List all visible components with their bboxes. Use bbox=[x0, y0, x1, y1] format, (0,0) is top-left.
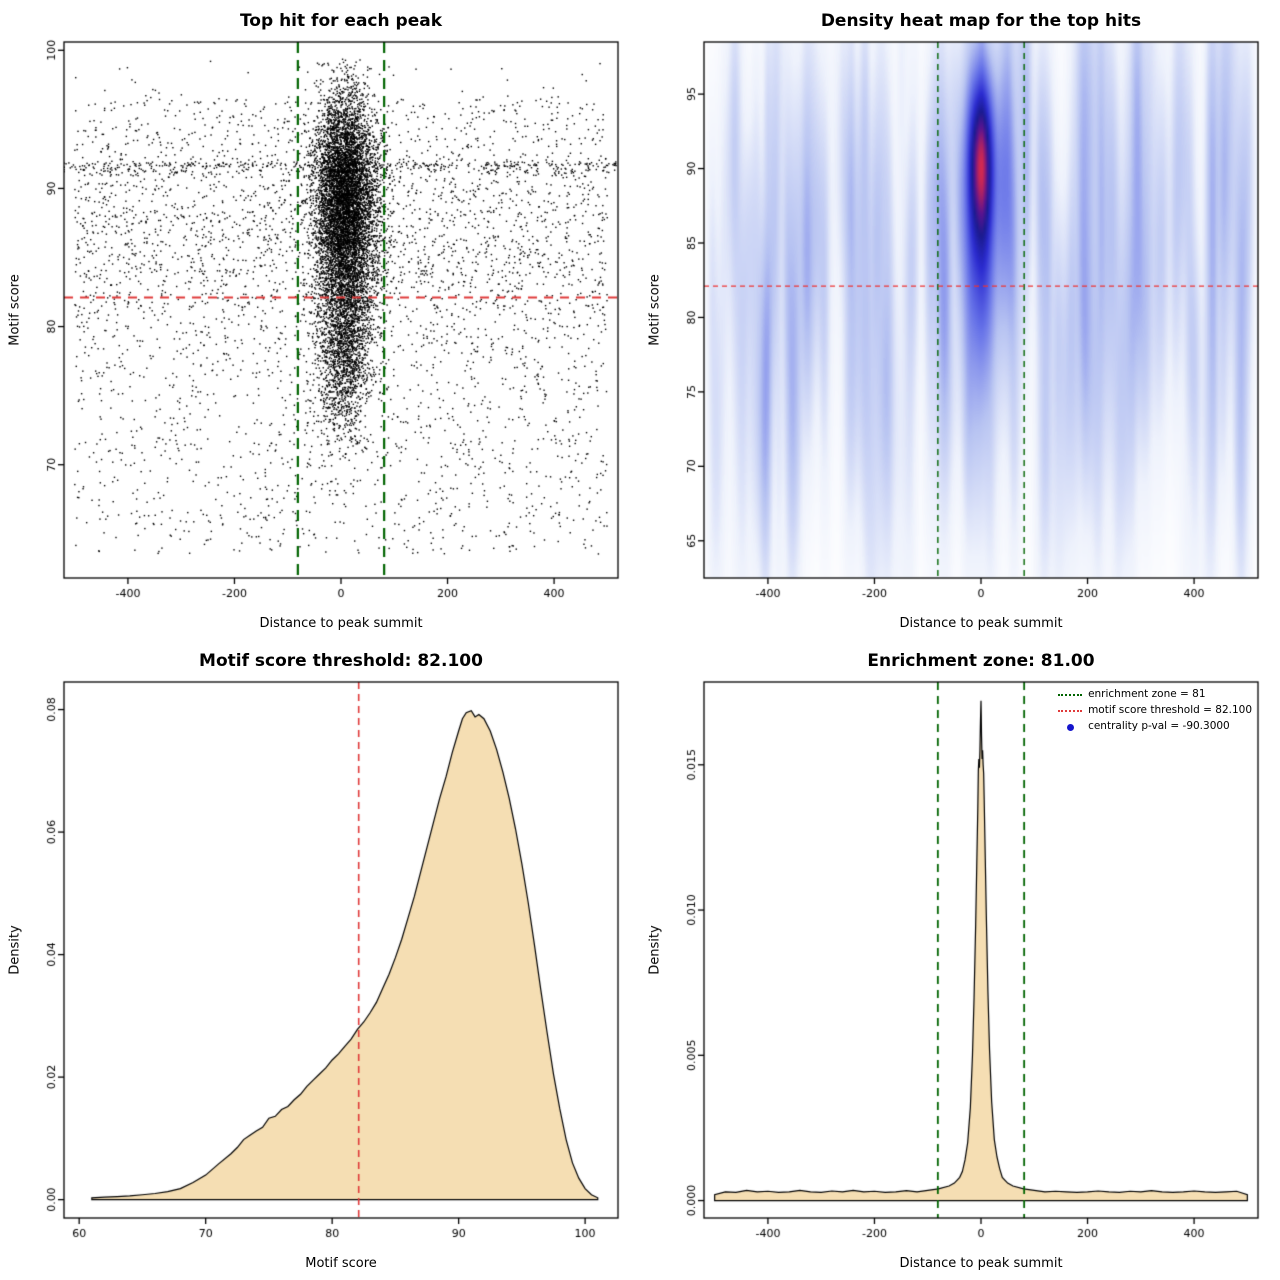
chart-title: Top hit for each peak bbox=[239, 11, 443, 31]
x-axis-label: Distance to peak summit bbox=[899, 1256, 1063, 1271]
x-axis-label: Distance to peak summit bbox=[899, 616, 1063, 631]
chart-title: Enrichment zone: 81.00 bbox=[867, 651, 1095, 671]
enrichment-zone-dotted-line-icon bbox=[1058, 693, 1083, 696]
legend: enrichment zone = 81 motif score thresho… bbox=[1058, 686, 1252, 736]
chart-title: Density heat map for the top hits bbox=[820, 11, 1142, 31]
y-axis-label: Density bbox=[7, 925, 23, 975]
chart-title: Motif score threshold: 82.100 bbox=[199, 651, 483, 671]
panel-enrichment-zone-density: Enrichment zone: 81.00 Distance to peak … bbox=[640, 640, 1280, 1280]
y-axis-label: Motif score bbox=[647, 274, 663, 346]
legend-label: motif score threshold = 82.100 bbox=[1088, 704, 1252, 717]
panel-top-hit-scatter: Top hit for each peak Distance to peak s… bbox=[0, 0, 640, 640]
legend-item-enrichment-zone: enrichment zone = 81 bbox=[1058, 687, 1252, 702]
y-axis-label: Motif score bbox=[7, 274, 23, 346]
panel-density-heatmap: Density heat map for the top hits Distan… bbox=[640, 0, 1280, 640]
legend-label: enrichment zone = 81 bbox=[1088, 688, 1206, 700]
score-threshold-dotted-line-icon bbox=[1058, 709, 1083, 712]
panel-motif-score-density: Motif score threshold: 82.100 Motif scor… bbox=[0, 640, 640, 1280]
scatter-plot-canvas bbox=[0, 0, 640, 640]
x-axis-label: Motif score bbox=[305, 1256, 377, 1271]
centrality-pval-point-icon bbox=[1058, 723, 1082, 731]
legend-item-score-threshold: motif score threshold = 82.100 bbox=[1058, 703, 1252, 718]
y-axis-label: Density bbox=[647, 925, 663, 975]
legend-label: centrality p-val = -90.3000 bbox=[1088, 720, 1230, 733]
x-axis-label: Distance to peak summit bbox=[259, 616, 423, 631]
distance-density-canvas bbox=[640, 640, 1280, 1280]
heatmap-canvas bbox=[640, 0, 1280, 640]
legend-item-centrality-pval: centrality p-val = -90.3000 bbox=[1058, 719, 1252, 734]
score-density-canvas bbox=[0, 640, 640, 1280]
